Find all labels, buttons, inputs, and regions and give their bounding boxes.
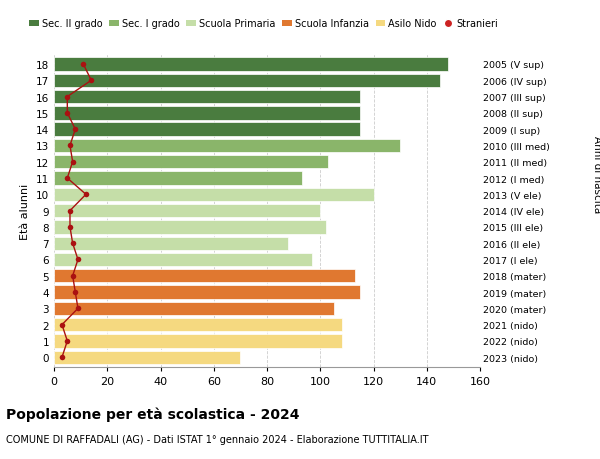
Point	[57, 321, 67, 329]
Point	[65, 224, 75, 231]
Point	[65, 207, 75, 215]
Legend: Sec. II grado, Sec. I grado, Scuola Primaria, Scuola Infanzia, Asilo Nido, Stran: Sec. II grado, Sec. I grado, Scuola Prim…	[29, 19, 498, 29]
Bar	[54, 107, 360, 120]
Point	[79, 61, 88, 68]
Point	[62, 337, 72, 345]
Point	[62, 175, 72, 182]
Point	[57, 354, 67, 361]
Bar	[54, 335, 341, 348]
Point	[81, 191, 91, 199]
Y-axis label: Età alunni: Età alunni	[20, 183, 31, 239]
Bar	[54, 253, 312, 267]
Bar	[54, 204, 320, 218]
Bar	[54, 123, 360, 136]
Bar	[54, 269, 355, 283]
Bar	[54, 286, 360, 299]
Point	[65, 142, 75, 150]
Point	[68, 273, 77, 280]
Bar	[54, 140, 400, 153]
Bar	[54, 237, 289, 250]
Point	[68, 240, 77, 247]
Text: COMUNE DI RAFFADALI (AG) - Dati ISTAT 1° gennaio 2024 - Elaborazione TUTTITALIA.: COMUNE DI RAFFADALI (AG) - Dati ISTAT 1°…	[6, 434, 428, 444]
Point	[71, 126, 80, 134]
Bar	[54, 156, 328, 169]
Text: Popolazione per età scolastica - 2024: Popolazione per età scolastica - 2024	[6, 406, 299, 421]
Text: Anni di nascita: Anni di nascita	[592, 136, 600, 213]
Point	[62, 94, 72, 101]
Point	[68, 159, 77, 166]
Bar	[54, 91, 360, 104]
Bar	[54, 172, 302, 185]
Bar	[54, 58, 448, 72]
Bar	[54, 188, 373, 202]
Point	[73, 305, 83, 312]
Point	[62, 110, 72, 117]
Point	[73, 256, 83, 263]
Point	[86, 78, 96, 85]
Bar	[54, 351, 241, 364]
Point	[71, 289, 80, 296]
Bar	[54, 74, 440, 88]
Bar	[54, 318, 341, 331]
Bar	[54, 302, 334, 315]
Bar	[54, 221, 326, 234]
